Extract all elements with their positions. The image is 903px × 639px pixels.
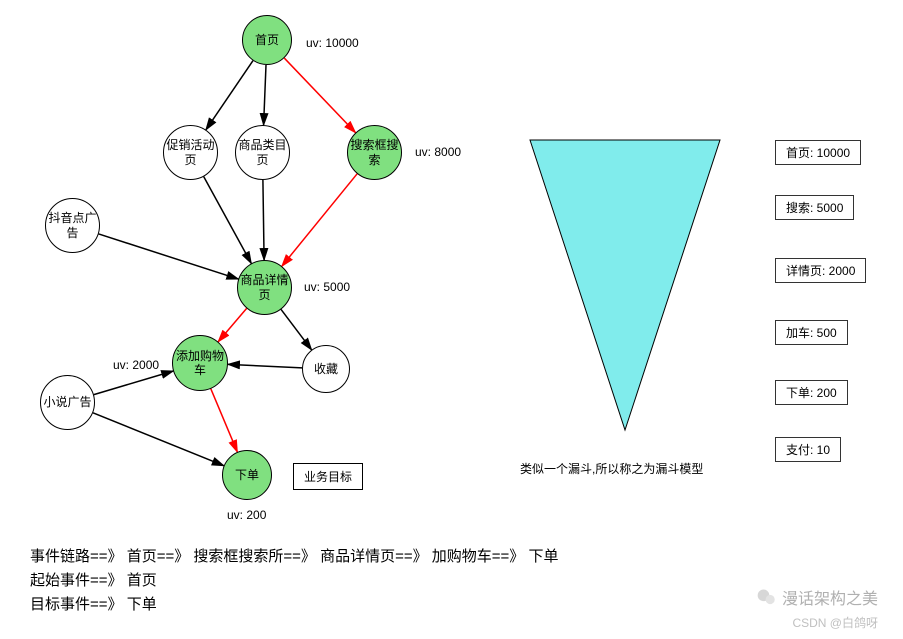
node-label: 下单: [235, 468, 259, 482]
edge-novel-addcart: [94, 371, 173, 395]
edge-home-search: [284, 58, 355, 133]
node-label: 商品详情页: [238, 273, 291, 302]
node-search: 搜索框搜索: [347, 125, 402, 180]
node-douyin: 抖音点广告: [45, 198, 100, 253]
edge-novel-order: [93, 413, 224, 466]
node-label: 添加购物车: [173, 349, 227, 378]
bottom-line: 事件链路==》 首页==》 搜索框搜索所==》 商品详情页==》 加购物车==》…: [30, 545, 558, 569]
edge-search-detail: [282, 174, 357, 266]
uv-label-order: uv: 200: [227, 508, 266, 522]
bottom-text-block: 事件链路==》 首页==》 搜索框搜索所==》 商品详情页==》 加购物车==》…: [30, 545, 558, 617]
edge-addcart-order: [211, 389, 237, 452]
diagram-root: 首页促销活动页商品类目页搜索框搜索抖音点广告商品详情页添加购物车收藏小说广告下单…: [0, 0, 903, 639]
funnel-step-3: 加车: 500: [775, 320, 848, 345]
funnel-step-5: 支付: 10: [775, 437, 841, 462]
node-addcart: 添加购物车: [172, 335, 228, 391]
watermark: 漫话架构之美: [756, 585, 878, 609]
node-label: 商品类目页: [236, 138, 289, 167]
node-favorite: 收藏: [302, 345, 350, 393]
uv-label-search: uv: 8000: [415, 145, 461, 159]
edge-home-promo: [206, 61, 253, 130]
node-label: 首页: [255, 33, 279, 47]
edge-detail-addcart: [218, 308, 246, 341]
uv-label-addcart: uv: 2000: [113, 358, 159, 372]
node-category: 商品类目页: [235, 125, 290, 180]
node-detail: 商品详情页: [237, 260, 292, 315]
business-goal-box: 业务目标: [293, 463, 363, 490]
node-order: 下单: [222, 450, 272, 500]
funnel-step-1: 搜索: 5000: [775, 195, 854, 220]
edge-home-category: [264, 65, 266, 125]
node-label: 抖音点广告: [46, 211, 99, 240]
wechat-icon: [756, 587, 776, 607]
csdn-watermark: CSDN @白鸽呀: [792, 614, 878, 631]
edge-category-detail: [263, 180, 264, 260]
node-label: 小说广告: [43, 395, 91, 409]
uv-label-detail: uv: 5000: [304, 280, 350, 294]
node-home: 首页: [242, 15, 292, 65]
bottom-line: 目标事件==》 下单: [30, 593, 558, 617]
node-promo: 促销活动页: [163, 125, 218, 180]
node-label: 收藏: [314, 362, 338, 376]
node-label: 促销活动页: [164, 138, 217, 167]
funnel-step-0: 首页: 10000: [775, 140, 861, 165]
funnel-shape: [530, 140, 720, 430]
edge-promo-detail: [204, 177, 252, 264]
funnel-step-2: 详情页: 2000: [775, 258, 866, 283]
business-goal-label: 业务目标: [304, 470, 352, 484]
uv-label-home: uv: 10000: [306, 36, 359, 50]
edge-detail-favorite: [281, 309, 311, 349]
node-novel: 小说广告: [40, 375, 95, 430]
funnel-step-4: 下单: 200: [775, 380, 848, 405]
edge-favorite-addcart: [228, 364, 302, 368]
node-label: 搜索框搜索: [348, 138, 401, 167]
edge-douyin-detail: [99, 234, 239, 279]
edge-layer: [0, 0, 903, 639]
bottom-line: 起始事件==》 首页: [30, 569, 558, 593]
funnel-caption: 类似一个漏斗,所以称之为漏斗模型: [520, 460, 703, 477]
